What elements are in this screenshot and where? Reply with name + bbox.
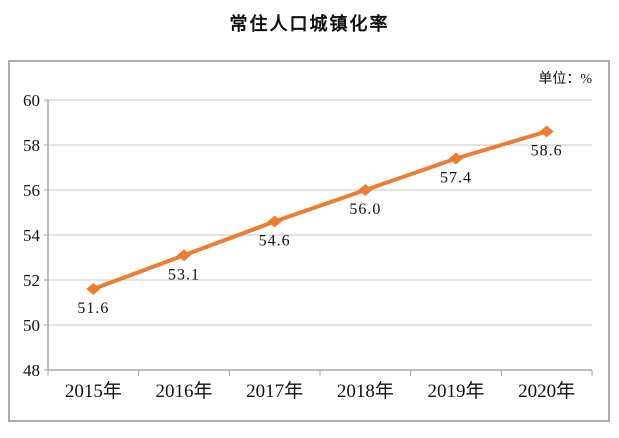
y-axis-tick-label: 56 xyxy=(23,181,40,200)
line-chart: 60 58 56 54 52 50 48 2015年 2016年 2017年 2018年 2019年 2… xyxy=(23,91,593,402)
y-axis-tick-label: 60 xyxy=(23,91,40,110)
y-axis-tick-label: 54 xyxy=(23,226,41,245)
x-axis-tick-label: 2018年 xyxy=(337,380,394,402)
data-label: 58.6 xyxy=(531,143,563,160)
y-axis-tick-label: 58 xyxy=(23,136,40,155)
data-label: 53.1 xyxy=(168,266,200,283)
y-axis-tick-label: 50 xyxy=(23,316,40,335)
data-point-marker xyxy=(449,152,463,165)
y-axis-tick-label: 52 xyxy=(23,271,40,290)
data-label: 56.0 xyxy=(349,201,381,218)
data-point-marker xyxy=(86,283,101,295)
data-label: 51.6 xyxy=(77,300,109,317)
chart-plot-frame: 单位：% 60 58 56 54 52 50 48 2015年 2016年 2017年 2018年 2… xyxy=(8,60,610,422)
x-axis-tick-label: 2016年 xyxy=(155,380,212,402)
data-point-marker xyxy=(358,184,373,196)
x-axis-tick-label: 2019年 xyxy=(427,380,484,402)
data-label: 57.4 xyxy=(440,170,472,187)
unit-label: 单位：% xyxy=(538,72,592,87)
x-axis-tick-label: 2020年 xyxy=(518,380,575,402)
data-label: 54.6 xyxy=(259,233,291,250)
x-axis-tick-label: 2015年 xyxy=(65,380,122,402)
y-axis-tick-label: 48 xyxy=(23,361,40,380)
data-point-marker xyxy=(539,125,554,138)
data-point-marker xyxy=(267,215,282,228)
x-axis-tick-label: 2017年 xyxy=(246,380,303,402)
data-point-marker xyxy=(177,249,191,262)
chart-title: 常住人口城镇化率 xyxy=(229,14,390,34)
